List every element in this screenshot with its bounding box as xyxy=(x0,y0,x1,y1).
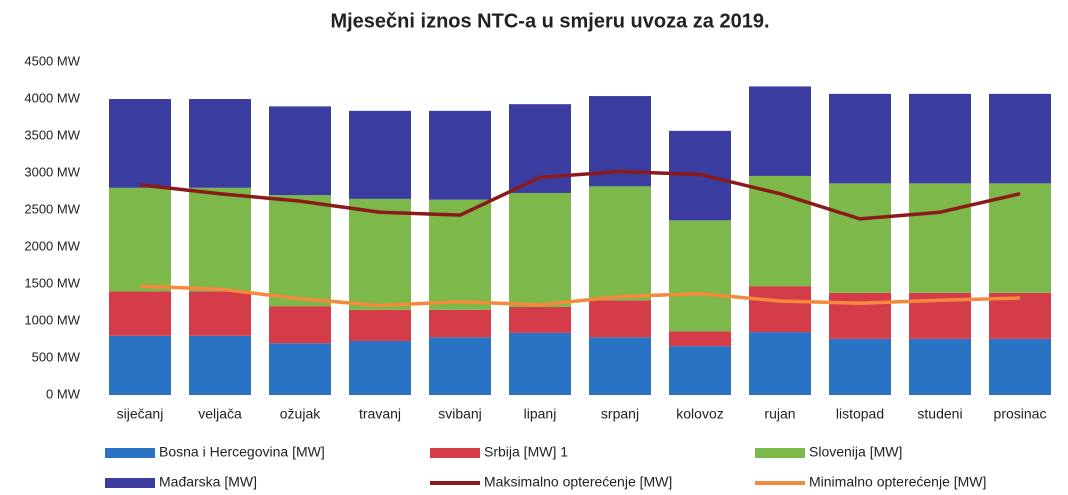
bar xyxy=(909,93,971,184)
bar xyxy=(109,335,171,395)
bar xyxy=(909,183,971,293)
bar xyxy=(669,346,731,395)
bar xyxy=(189,99,251,188)
bar xyxy=(349,110,411,199)
y-tick-label: 4000 MW xyxy=(24,90,80,105)
bar xyxy=(349,198,411,310)
legend-swatch xyxy=(105,448,155,458)
x-tick-label: rujan xyxy=(764,406,795,422)
bar xyxy=(509,306,571,333)
bar xyxy=(109,291,171,336)
bar xyxy=(429,199,491,310)
y-tick-label: 1000 MW xyxy=(24,312,80,327)
bar xyxy=(509,192,571,307)
bar xyxy=(749,86,811,176)
bar xyxy=(669,331,731,347)
bar xyxy=(269,343,331,395)
bar xyxy=(269,306,331,344)
bar xyxy=(989,93,1051,184)
bar xyxy=(429,110,491,200)
bar xyxy=(189,335,251,395)
bar xyxy=(669,220,731,332)
line xyxy=(139,169,1021,221)
bar xyxy=(509,332,571,395)
bar xyxy=(509,104,571,193)
bar xyxy=(829,183,891,293)
bar xyxy=(109,99,171,188)
bar xyxy=(349,340,411,395)
bar xyxy=(909,338,971,395)
y-tick-label: 1500 MW xyxy=(24,275,80,290)
legend-label: Srbija [MW] 1 xyxy=(484,444,568,460)
bar xyxy=(589,186,651,301)
y-tick-label: 3000 MW xyxy=(24,164,80,179)
legend-label: Maksimalno opterećenje [MW] xyxy=(484,474,672,490)
x-tick-label: travanj xyxy=(359,406,401,422)
bar xyxy=(189,291,251,336)
line xyxy=(139,284,1021,308)
bar xyxy=(189,187,251,292)
legend-swatch xyxy=(430,448,480,458)
x-tick-label: lipanj xyxy=(524,406,557,422)
x-tick-label: srpanj xyxy=(601,406,639,422)
y-tick-label: 2000 MW xyxy=(24,238,80,253)
bar xyxy=(349,309,411,341)
y-tick-label: 2500 MW xyxy=(24,201,80,216)
y-tick-label: 500 MW xyxy=(32,349,81,364)
legend-label: Minimalno opterećenje [MW] xyxy=(809,474,986,490)
bar xyxy=(749,332,811,395)
x-tick-label: prosinac xyxy=(994,406,1047,422)
x-tick-label: studeni xyxy=(917,406,962,422)
legend-label: Mađarska [MW] xyxy=(159,474,257,490)
x-tick-label: ožujak xyxy=(280,406,321,422)
legend-label: Slovenija [MW] xyxy=(809,444,902,460)
bar xyxy=(109,187,171,292)
bar xyxy=(589,300,651,338)
bar xyxy=(989,183,1051,293)
bar xyxy=(989,338,1051,395)
bar xyxy=(429,309,491,338)
bar xyxy=(749,286,811,333)
bar xyxy=(829,93,891,184)
legend-label: Bosna i Hercegovina [MW] xyxy=(159,444,325,460)
bar xyxy=(829,338,891,395)
y-tick-label: 4500 MW xyxy=(24,53,80,68)
chart-title: Mjesečni iznos NTC-a u smjeru uvoza za 2… xyxy=(330,10,769,32)
x-tick-label: veljača xyxy=(198,406,242,422)
y-tick-label: 3500 MW xyxy=(24,127,80,142)
bar xyxy=(269,106,331,196)
bar xyxy=(829,292,891,339)
legend-swatch xyxy=(755,448,805,458)
bar xyxy=(269,195,331,307)
x-tick-label: siječanj xyxy=(117,406,164,422)
bar xyxy=(589,337,651,395)
y-tick-label: 0 MW xyxy=(46,386,81,401)
bar xyxy=(989,292,1051,339)
x-tick-label: svibanj xyxy=(438,406,482,422)
legend-swatch xyxy=(105,478,155,488)
x-tick-label: listopad xyxy=(836,406,884,422)
bar xyxy=(429,337,491,395)
x-tick-label: kolovoz xyxy=(676,406,723,422)
